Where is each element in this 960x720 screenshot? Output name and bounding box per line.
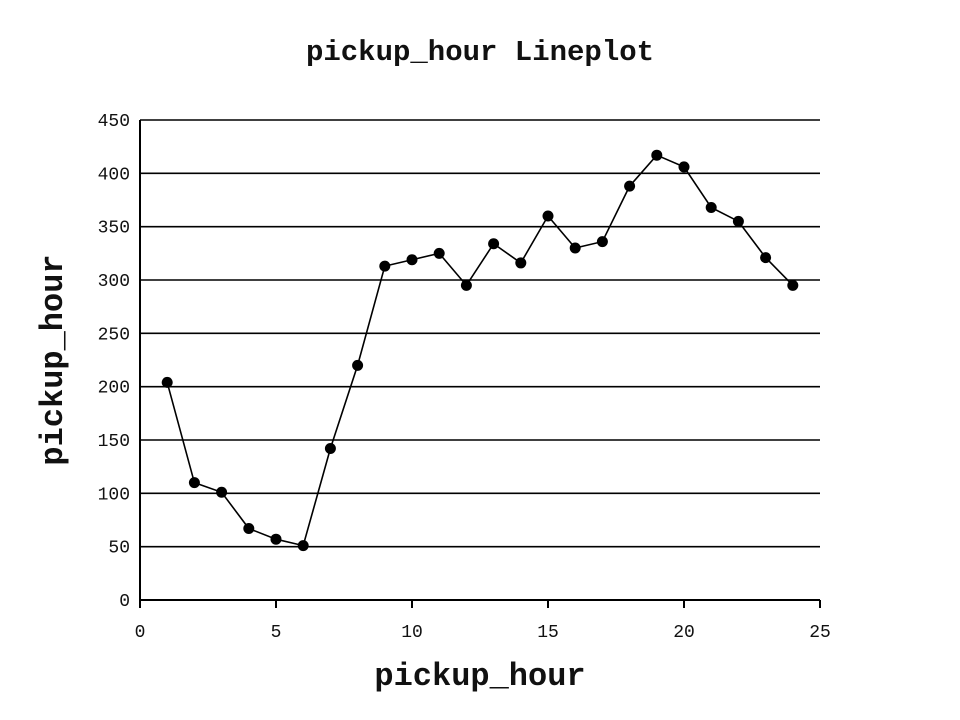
x-tick-label: 15 <box>537 623 559 643</box>
data-point <box>760 252 772 264</box>
y-tick-label: 100 <box>98 485 130 505</box>
axes <box>139 120 821 608</box>
data-point <box>596 236 608 248</box>
data-point <box>705 201 717 213</box>
y-tick-label: 350 <box>98 219 130 239</box>
data-point <box>651 149 663 161</box>
data-point <box>624 180 636 192</box>
y-tick-labels: 0 50 100 150 200 250 300 350 400 450 <box>98 112 130 612</box>
data-point <box>460 279 472 291</box>
y-tick-label: 150 <box>98 432 130 452</box>
x-tick-label: 25 <box>809 623 831 643</box>
series-line-layer <box>166 154 794 547</box>
data-point <box>216 486 228 498</box>
data-point <box>188 477 200 489</box>
data-point <box>569 242 581 254</box>
x-tick-label: 20 <box>673 623 695 643</box>
data-point <box>732 215 744 227</box>
data-point <box>488 238 500 250</box>
data-point <box>324 443 336 455</box>
data-point <box>406 254 418 266</box>
data-point <box>787 279 799 291</box>
series-line <box>166 154 794 547</box>
y-tick-label: 400 <box>98 165 130 185</box>
data-point <box>678 161 690 173</box>
data-point <box>379 260 391 272</box>
data-point <box>352 359 364 371</box>
x-tick-label: 10 <box>401 623 423 643</box>
x-axis-label: pickup_hour <box>374 658 585 695</box>
data-point <box>542 210 554 222</box>
y-tick-label: 300 <box>98 272 130 292</box>
y-tick-label: 450 <box>98 112 130 132</box>
chart-title: pickup_hour Lineplot <box>306 36 654 69</box>
x-tick-labels: 0 5 10 15 20 25 <box>135 623 831 643</box>
data-point <box>433 247 445 259</box>
data-point <box>161 376 173 388</box>
data-point <box>270 533 282 545</box>
x-tick-label: 5 <box>271 623 282 643</box>
data-point <box>297 540 309 552</box>
y-tick-label: 250 <box>98 325 130 345</box>
x-tick-label: 0 <box>135 623 146 643</box>
y-tick-label: 50 <box>108 539 130 559</box>
y-axis-label: pickup_hour <box>35 254 72 465</box>
y-tick-label: 0 <box>119 592 130 612</box>
gridlines <box>140 119 820 548</box>
data-points <box>161 149 799 552</box>
data-point <box>243 523 255 535</box>
y-tick-label: 200 <box>98 379 130 399</box>
data-point <box>515 257 527 269</box>
